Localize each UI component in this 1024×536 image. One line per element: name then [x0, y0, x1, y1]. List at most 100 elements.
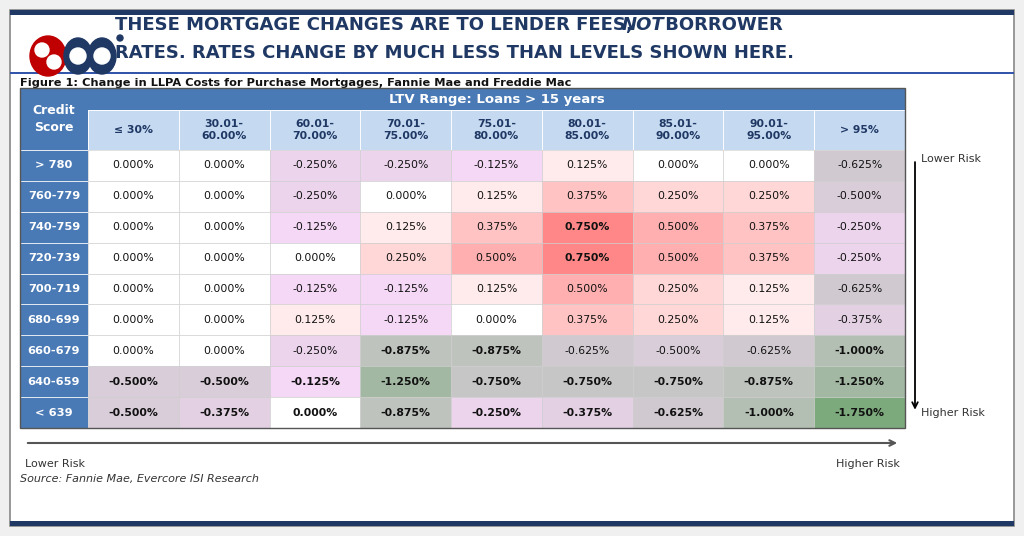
Text: 720-739: 720-739 [28, 253, 80, 263]
Text: 0.000%: 0.000% [113, 191, 155, 202]
Text: 0.500%: 0.500% [566, 284, 608, 294]
Bar [814, 273, 905, 304]
Bar [723, 397, 814, 428]
Text: -0.375%: -0.375% [837, 315, 883, 325]
Bar [542, 397, 633, 428]
Text: 0.000%: 0.000% [748, 160, 790, 170]
Text: 660-679: 660-679 [28, 346, 80, 356]
Text: -0.250%: -0.250% [471, 407, 521, 418]
Text: Higher Risk: Higher Risk [837, 459, 900, 469]
Text: 700-719: 700-719 [28, 284, 80, 294]
Bar [452, 243, 542, 273]
Bar [814, 110, 905, 150]
Circle shape [70, 48, 86, 64]
Text: 85.01-
90.00%: 85.01- 90.00% [655, 119, 700, 141]
Text: 0.375%: 0.375% [566, 315, 608, 325]
Text: 90.01-
95.00%: 90.01- 95.00% [746, 119, 792, 141]
Bar [269, 243, 360, 273]
Text: < 639: < 639 [35, 407, 73, 418]
Text: 0.500%: 0.500% [657, 253, 698, 263]
Text: 0.000%: 0.000% [475, 315, 517, 325]
Text: -1.250%: -1.250% [835, 377, 885, 386]
Text: -0.250%: -0.250% [837, 253, 883, 263]
Text: 0.000%: 0.000% [292, 407, 338, 418]
Bar [542, 304, 633, 336]
Bar [360, 181, 452, 212]
Text: Higher Risk: Higher Risk [921, 407, 985, 418]
Bar [88, 336, 179, 366]
Text: 0.125%: 0.125% [566, 160, 608, 170]
Text: -0.375%: -0.375% [562, 407, 612, 418]
Text: Credit
Score: Credit Score [33, 104, 76, 134]
Bar [20, 212, 88, 243]
Text: 0.500%: 0.500% [657, 222, 698, 232]
Text: Figure 1: Change in LLPA Costs for Purchase Mortgages, Fannie Mae and Freddie Ma: Figure 1: Change in LLPA Costs for Purch… [20, 78, 571, 88]
Bar [633, 366, 723, 397]
Bar [814, 243, 905, 273]
Bar [723, 243, 814, 273]
Bar [360, 336, 452, 366]
Bar [179, 304, 269, 336]
Text: 640-659: 640-659 [28, 377, 80, 386]
Bar [269, 273, 360, 304]
Bar [10, 71, 1014, 74]
Bar [723, 336, 814, 366]
Bar [452, 366, 542, 397]
Text: 0.375%: 0.375% [566, 191, 608, 202]
Ellipse shape [30, 36, 66, 76]
Text: 0.000%: 0.000% [113, 315, 155, 325]
Text: -0.625%: -0.625% [564, 346, 610, 356]
Text: 0.000%: 0.000% [113, 222, 155, 232]
Text: -1.000%: -1.000% [835, 346, 885, 356]
Text: Source: Fannie Mae, Evercore ISI Research: Source: Fannie Mae, Evercore ISI Researc… [20, 474, 259, 484]
Bar [20, 243, 88, 273]
Bar [814, 336, 905, 366]
Bar [633, 397, 723, 428]
Text: 0.000%: 0.000% [657, 160, 699, 170]
Bar [360, 150, 452, 181]
Bar [633, 110, 723, 150]
Bar [452, 181, 542, 212]
Bar [633, 243, 723, 273]
Bar [179, 366, 269, 397]
Text: 75.01-
80.00%: 75.01- 80.00% [474, 119, 519, 141]
Bar [542, 150, 633, 181]
Text: -0.625%: -0.625% [837, 284, 883, 294]
Bar [542, 181, 633, 212]
Text: 0.750%: 0.750% [564, 222, 610, 232]
Text: -0.250%: -0.250% [292, 191, 338, 202]
Text: BORROWER: BORROWER [659, 16, 782, 34]
Bar [633, 212, 723, 243]
Text: 0.250%: 0.250% [657, 284, 698, 294]
Bar [633, 181, 723, 212]
Bar [452, 397, 542, 428]
Text: -0.500%: -0.500% [655, 346, 700, 356]
Bar [269, 366, 360, 397]
Text: > 780: > 780 [35, 160, 73, 170]
Text: -0.625%: -0.625% [837, 160, 883, 170]
Bar [360, 397, 452, 428]
Text: -0.625%: -0.625% [746, 346, 792, 356]
Bar [542, 212, 633, 243]
Text: 0.000%: 0.000% [204, 222, 245, 232]
Bar [88, 150, 179, 181]
Text: 0.125%: 0.125% [749, 315, 790, 325]
Text: 0.375%: 0.375% [749, 222, 790, 232]
Bar [452, 212, 542, 243]
Bar [10, 10, 1014, 15]
Text: ≤ 30%: ≤ 30% [114, 125, 153, 135]
Bar [88, 273, 179, 304]
Bar [452, 110, 542, 150]
Text: 0.375%: 0.375% [476, 222, 517, 232]
Bar [542, 110, 633, 150]
Text: LTV Range: Loans > 15 years: LTV Range: Loans > 15 years [389, 93, 604, 106]
Bar [179, 110, 269, 150]
Bar [723, 150, 814, 181]
Text: 0.250%: 0.250% [657, 315, 698, 325]
Bar [88, 181, 179, 212]
Text: -0.500%: -0.500% [109, 407, 159, 418]
Bar [269, 110, 360, 150]
Bar [360, 243, 452, 273]
Bar [542, 336, 633, 366]
Text: -0.250%: -0.250% [292, 160, 338, 170]
